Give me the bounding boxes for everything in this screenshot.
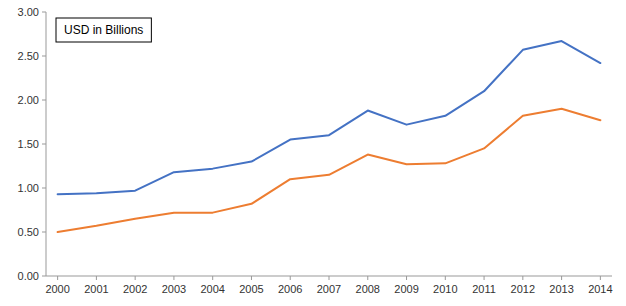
series-line [58,41,601,194]
x-tick-label: 2013 [549,283,573,295]
x-tick [329,276,330,280]
x-tick [522,276,523,280]
annotation-text: USD in Billions [64,23,143,37]
y-tick-label: 1.00 [18,182,39,194]
x-tick-label: 2003 [162,283,186,295]
y-tick [42,144,46,145]
annotation: USD in Billions [56,18,151,42]
y-tick-label: 2.50 [18,50,39,62]
annotation-box [56,18,151,42]
x-tick-label: 2014 [588,283,612,295]
x-tick-label: 2007 [317,283,341,295]
x-tick [290,276,291,280]
x-tick-label: 2006 [278,283,302,295]
x-tick [445,276,446,280]
x-tick-label: 2005 [239,283,263,295]
x-tick-label: 2001 [84,283,108,295]
x-tick [57,276,58,280]
x-tick [600,276,601,280]
x-tick [173,276,174,280]
x-tick-label: 2010 [433,283,457,295]
x-tick [135,276,136,280]
x-tick-label: 2008 [356,283,380,295]
x-tick-label: 2011 [472,283,496,295]
plot-area [58,41,601,232]
x-tick [96,276,97,280]
y-tick-label: 0.50 [18,226,39,238]
x-tick-label: 2009 [394,283,418,295]
x-tick-label: 2000 [45,283,69,295]
x-tick-label: 2012 [511,283,535,295]
y-tick [42,12,46,13]
y-tick [42,232,46,233]
y-tick-label: 2.00 [18,94,39,106]
y-tick-label: 0.00 [18,270,39,282]
chart: 2000 2001 2002 2003 2004 2005 2006 2007 2008 2009… [0,0,626,306]
y-tick [42,276,46,277]
x-tick [212,276,213,280]
x-tick-label: 2002 [123,283,147,295]
x-tick [367,276,368,280]
x-tick-label: 2004 [200,283,224,295]
y-tick-label: 3.00 [18,6,39,18]
x-tick [406,276,407,280]
series-line [58,109,601,232]
axes: 2000 2001 2002 2003 2004 2005 2006 2007 2008 2009… [18,6,613,295]
x-tick [484,276,485,280]
x-tick [251,276,252,280]
y-tick [42,100,46,101]
x-tick [561,276,562,280]
y-tick-label: 1.50 [18,138,39,150]
y-tick [42,56,46,57]
y-tick [42,188,46,189]
